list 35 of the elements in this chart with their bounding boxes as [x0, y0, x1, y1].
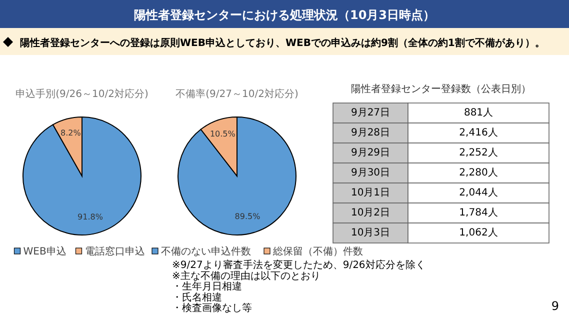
data-label: 2,252人 — [459, 148, 498, 159]
category-label: 10月3日 — [350, 228, 390, 239]
text: ※主な不備の理由は以下のとおり — [172, 270, 320, 282]
pie-slice — [22, 116, 142, 236]
text: 陽性者登録センター登録数（公表日別） — [351, 83, 531, 95]
text: 9 — [551, 299, 559, 313]
data-label: 1,784人 — [459, 208, 498, 219]
chart-title: 申込手別(9/26～10/2対応分) — [16, 88, 148, 100]
category-label: 10月1日 — [350, 188, 390, 199]
data-label: 1,062人 — [459, 228, 498, 239]
category-label: 10月2日 — [350, 208, 390, 219]
category-label: 9月29日 — [350, 148, 390, 159]
text: 陽性者登録センターへの登録は原則WEB申込としており、WEBでの申込みは約9割（全体の約1割で不備があり）。 — [20, 37, 545, 49]
category-label: 9月27日 — [350, 108, 390, 119]
legend-label: 電話窓口申込 — [84, 246, 145, 258]
data-label: 91.8% — [78, 212, 104, 222]
data-label: 8.2% — [60, 128, 82, 138]
chart-title: 不備率(9/27～10/2対応分) — [176, 88, 298, 100]
data-label: 10.5% — [210, 129, 236, 138]
text: ・生年月日相違 — [172, 280, 242, 293]
data-label: 2,044人 — [459, 188, 498, 199]
data-label: 2,416人 — [459, 128, 498, 139]
text: ・氏名相違 — [172, 291, 222, 304]
data-label: 89.5% — [234, 212, 261, 221]
text: ・検査画像なし等 — [172, 302, 252, 314]
text: ※9/27より審査手法を変更したため、9/26対応分を除く — [172, 259, 426, 271]
legend-label: WEB申込 — [23, 246, 66, 258]
legend-label: 総保留（不備）件数 — [272, 246, 363, 258]
text: 陽性者登録センターにおける処理状況（10月3日時点） — [134, 8, 436, 22]
data-label: 2,280人 — [459, 168, 498, 179]
pie-slice — [178, 116, 296, 236]
category-label: 9月30日 — [350, 168, 390, 179]
category-label: 9月28日 — [350, 128, 390, 139]
legend-label: 不備のない申込件数 — [161, 246, 251, 258]
data-label: 881人 — [464, 108, 494, 119]
